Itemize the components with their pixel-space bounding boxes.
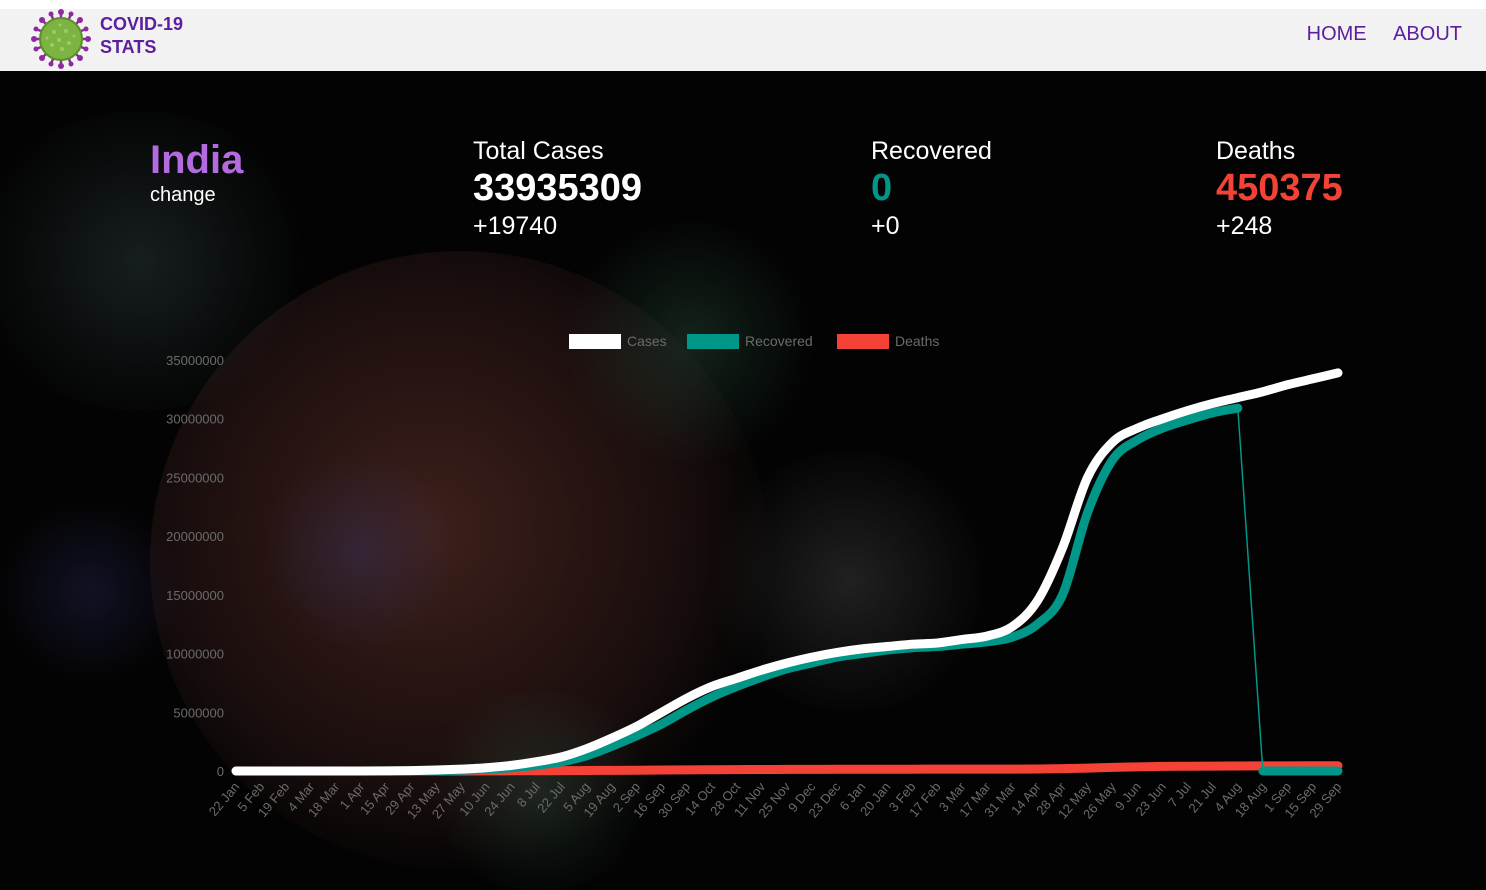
x-tick-label: 21 Jul [1185, 779, 1219, 815]
y-tick-label: 0 [217, 764, 224, 779]
nav-home-link[interactable]: HOME [1306, 23, 1367, 45]
total-cases-stat: Total Cases 33935309 +19740 [473, 136, 642, 242]
change-country-link[interactable]: change [150, 184, 216, 206]
virus-logo-icon[interactable] [30, 9, 92, 69]
country-block: India change [150, 137, 243, 207]
legend-label-deaths: Deaths [895, 333, 939, 349]
brand-line-1: COVID-19 [100, 14, 184, 34]
y-tick-label: 10000000 [166, 647, 224, 662]
recovered-delta: +0 [871, 212, 900, 240]
recovered-value: 0 [871, 167, 893, 209]
nav-about-link[interactable]: ABOUT [1393, 23, 1462, 45]
series-line-cases [231, 368, 1343, 776]
cases-line-chart[interactable]: 0 5000000 10000000 15000000 20000000 25000000… [0, 71, 1486, 890]
series-line-recovered [231, 403, 1243, 776]
deaths-stat: Deaths 450375 +248 [1216, 136, 1343, 242]
country-name: India [150, 138, 244, 182]
nav-links: HOME ABOUT [1285, 23, 1462, 46]
legend-swatch-recovered [687, 334, 739, 349]
brand-line-2: STATS [100, 37, 157, 57]
legend-swatch-cases [569, 334, 621, 349]
legend-swatch-deaths [837, 334, 889, 349]
y-tick-label: 15000000 [166, 588, 224, 603]
total-cases-value: 33935309 [473, 167, 643, 209]
deaths-label: Deaths [1216, 137, 1296, 165]
legend-label-cases: Cases [627, 333, 667, 349]
y-tick-label: 5000000 [173, 705, 224, 720]
recovered-label: Recovered [871, 137, 992, 165]
deaths-delta: +248 [1216, 212, 1273, 240]
total-cases-label: Total Cases [473, 137, 604, 165]
series-drop-recovered [1237, 408, 1264, 772]
y-tick-label: 35000000 [166, 353, 224, 368]
main-panel: India change Total Cases 33935309 +19740… [0, 71, 1486, 890]
navbar: COVID-19 STATS HOME ABOUT [0, 9, 1486, 71]
x-tick-label: 22 Jul [534, 779, 568, 815]
y-tick-label: 20000000 [166, 529, 224, 544]
deaths-value: 450375 [1216, 167, 1343, 209]
x-tick-label: 22 Jan [206, 779, 243, 819]
legend-label-recovered: Recovered [745, 333, 813, 349]
recovered-stat: Recovered 0 +0 [871, 136, 992, 242]
brand-title[interactable]: COVID-19 STATS [100, 13, 183, 59]
y-tick-label: 30000000 [166, 412, 224, 427]
total-cases-delta: +19740 [473, 212, 558, 240]
y-tick-label: 25000000 [166, 470, 224, 485]
